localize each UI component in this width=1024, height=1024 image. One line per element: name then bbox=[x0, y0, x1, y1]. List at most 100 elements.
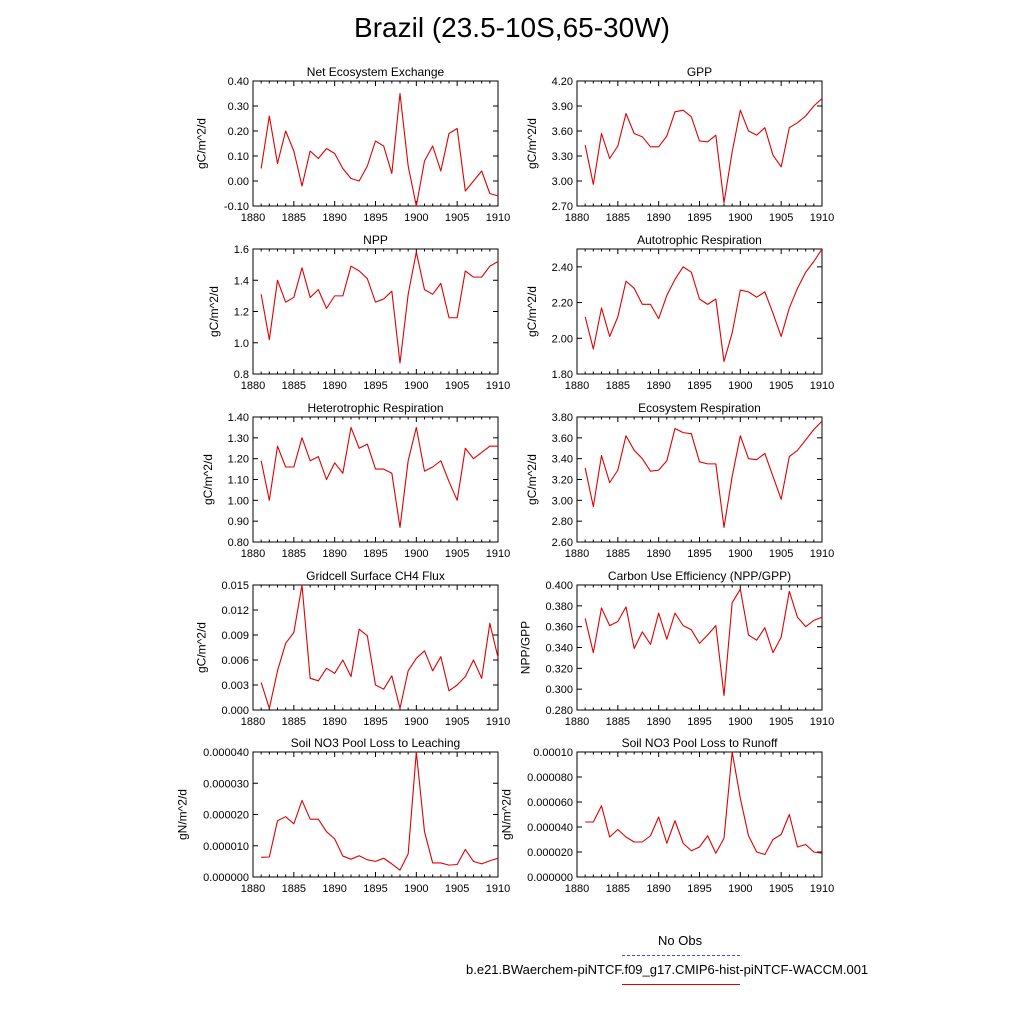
y-tick-label: 2.20 bbox=[552, 298, 573, 310]
y-tick-label: 3.00 bbox=[552, 495, 573, 507]
series-line bbox=[584, 98, 823, 204]
plot-title: Soil NO3 Pool Loss to Runoff bbox=[622, 736, 779, 750]
x-tick-label: 1880 bbox=[241, 380, 265, 392]
y-tick-label: 0.015 bbox=[221, 580, 249, 592]
plot-frame bbox=[252, 751, 499, 878]
y-tick-label: 1.0 bbox=[234, 338, 249, 350]
plot-frame bbox=[252, 248, 499, 375]
x-tick-label: 1900 bbox=[728, 380, 752, 392]
x-tick-label: 1895 bbox=[687, 212, 711, 224]
x-tick-label: 1910 bbox=[486, 380, 510, 392]
x-tick-label: 1900 bbox=[404, 548, 428, 560]
y-tick-label: 0.280 bbox=[545, 705, 573, 717]
series-line bbox=[261, 751, 499, 871]
y-tick-label: 0.300 bbox=[545, 684, 573, 696]
y-tick-label: 1.2 bbox=[234, 307, 249, 319]
x-tick-label: 1880 bbox=[565, 380, 589, 392]
x-tick-label: 1910 bbox=[810, 883, 834, 895]
y-tick-label: 3.80 bbox=[552, 412, 573, 424]
y-tick-label: 2.40 bbox=[552, 262, 573, 274]
y-tick-label: 0.380 bbox=[545, 601, 573, 613]
y-tick-label: 0.320 bbox=[545, 663, 573, 675]
y-tick-label: 2.80 bbox=[552, 516, 573, 528]
x-tick-label: 1880 bbox=[565, 548, 589, 560]
x-tick-label: 1900 bbox=[404, 212, 428, 224]
x-tick-label: 1885 bbox=[282, 716, 306, 728]
x-tick-label: 1885 bbox=[606, 883, 630, 895]
y-axis-label: gN/m^2/d bbox=[500, 789, 514, 840]
y-tick-label: 0.000000 bbox=[203, 872, 249, 884]
y-axis-label: gC/m^2/d bbox=[195, 118, 209, 169]
y-tick-label: 0.012 bbox=[221, 605, 249, 617]
y-tick-label: -0.10 bbox=[224, 201, 249, 213]
x-tick-label: 1905 bbox=[769, 716, 793, 728]
x-tick-label: 1880 bbox=[241, 212, 265, 224]
y-tick-label: 0.90 bbox=[228, 516, 249, 528]
y-tick-label: 0.006 bbox=[221, 655, 249, 667]
x-tick-label: 1895 bbox=[363, 548, 387, 560]
x-tick-label: 1910 bbox=[810, 548, 834, 560]
page-title: Brazil (23.5-10S,65-30W) bbox=[354, 12, 670, 43]
x-tick-label: 1900 bbox=[728, 883, 752, 895]
x-tick-label: 1885 bbox=[282, 548, 306, 560]
y-tick-label: 2.70 bbox=[552, 201, 573, 213]
x-tick-label: 1890 bbox=[646, 380, 670, 392]
y-axis-label: gC/m^2/d bbox=[525, 454, 539, 505]
x-tick-label: 1880 bbox=[241, 548, 265, 560]
series-line bbox=[260, 584, 499, 709]
y-tick-label: 3.00 bbox=[552, 176, 573, 188]
x-tick-label: 1885 bbox=[606, 548, 630, 560]
x-tick-label: 1895 bbox=[363, 716, 387, 728]
x-tick-label: 1890 bbox=[322, 380, 346, 392]
plot-title: GPP bbox=[687, 65, 712, 79]
y-tick-label: 0.00 bbox=[228, 176, 249, 188]
x-tick-label: 1910 bbox=[810, 380, 834, 392]
x-tick-label: 1905 bbox=[445, 883, 469, 895]
x-tick-label: 1890 bbox=[322, 883, 346, 895]
y-tick-label: 0.000000 bbox=[527, 872, 573, 884]
y-tick-label: 1.10 bbox=[228, 475, 249, 487]
y-tick-label: 0.00010 bbox=[533, 747, 573, 759]
x-tick-label: 1880 bbox=[241, 883, 265, 895]
x-tick-label: 1890 bbox=[646, 212, 670, 224]
x-tick-label: 1890 bbox=[646, 716, 670, 728]
x-tick-label: 1895 bbox=[363, 380, 387, 392]
y-tick-label: 2.00 bbox=[552, 333, 573, 345]
x-tick-label: 1890 bbox=[322, 212, 346, 224]
y-tick-label: 0.360 bbox=[545, 622, 573, 634]
y-tick-label: 0.000020 bbox=[527, 847, 573, 859]
y-tick-label: 0.000080 bbox=[527, 772, 573, 784]
plot-title: NPP bbox=[363, 233, 388, 247]
x-tick-label: 1910 bbox=[486, 883, 510, 895]
x-tick-label: 1885 bbox=[282, 212, 306, 224]
x-tick-label: 1880 bbox=[565, 883, 589, 895]
plot-frame bbox=[576, 584, 823, 711]
x-tick-label: 1905 bbox=[445, 212, 469, 224]
x-tick-label: 1895 bbox=[687, 883, 711, 895]
series-line bbox=[584, 420, 823, 528]
series-line bbox=[584, 248, 823, 363]
x-tick-label: 1895 bbox=[687, 716, 711, 728]
x-tick-label: 1900 bbox=[404, 380, 428, 392]
y-axis-label: NPP/GPP bbox=[519, 621, 533, 674]
plot-frame bbox=[252, 584, 499, 711]
y-tick-label: 0.20 bbox=[228, 126, 249, 138]
y-tick-label: 1.4 bbox=[234, 275, 249, 287]
plot-title: Ecosystem Respiration bbox=[638, 401, 761, 415]
x-tick-label: 1910 bbox=[486, 212, 510, 224]
y-tick-label: 0.000 bbox=[221, 705, 249, 717]
y-tick-label: 3.60 bbox=[552, 126, 573, 138]
x-tick-label: 1890 bbox=[646, 883, 670, 895]
plot-title: Gridcell Surface CH4 Flux bbox=[306, 569, 445, 583]
x-tick-label: 1895 bbox=[363, 212, 387, 224]
y-tick-label: 3.60 bbox=[552, 433, 573, 445]
x-tick-label: 1910 bbox=[486, 716, 510, 728]
x-tick-label: 1880 bbox=[565, 212, 589, 224]
x-tick-label: 1890 bbox=[646, 548, 670, 560]
y-tick-label: 4.20 bbox=[552, 76, 573, 88]
x-tick-label: 1910 bbox=[810, 716, 834, 728]
y-tick-label: 1.40 bbox=[228, 412, 249, 424]
y-tick-label: 3.40 bbox=[552, 454, 573, 466]
y-tick-label: 0.30 bbox=[228, 101, 249, 113]
y-axis-label: gN/m^2/d bbox=[176, 789, 190, 840]
